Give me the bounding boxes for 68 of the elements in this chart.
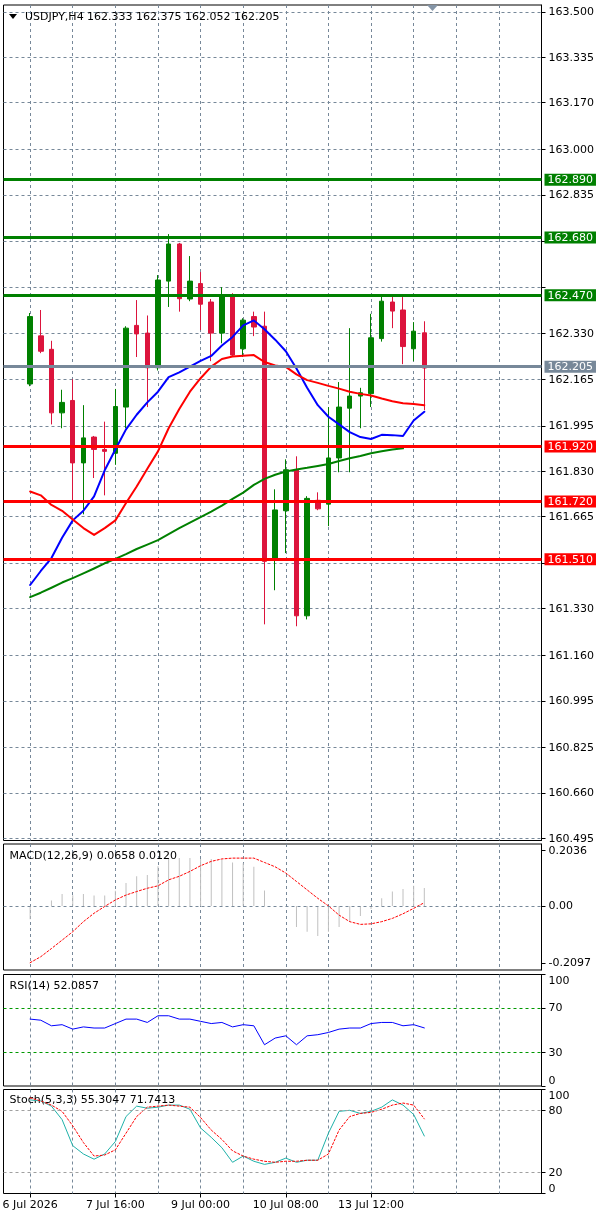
candlestick: [283, 458, 289, 554]
candlestick: [27, 312, 33, 387]
y-tick-label: 70: [548, 1001, 563, 1015]
candlestick: [198, 271, 203, 331]
y-tick-label: 160.825: [548, 741, 594, 755]
chart-title: USDJPY,H4 162.333 162.375 162.052 162.205: [25, 9, 280, 23]
y-tick-label: 162.835: [548, 188, 594, 202]
candlestick: [304, 495, 310, 620]
y-tick-label: 0.2036: [548, 844, 587, 858]
y-tick-label: 163.335: [548, 50, 594, 64]
candlestick: [102, 421, 107, 496]
candlestick: [422, 320, 427, 411]
y-tick-label: 0: [548, 1181, 556, 1195]
y-tick-label: 161.830: [548, 464, 594, 478]
y-tick-label: 163.000: [548, 142, 594, 156]
y-tick-label: 160.995: [548, 694, 594, 708]
y-tick-label: 160.660: [548, 786, 594, 800]
candlestick: [145, 314, 150, 408]
candlestick: [240, 317, 246, 358]
x-tick-label: 6 Jul 2026: [2, 1197, 58, 1211]
candlestick: [81, 404, 86, 515]
line-series: [29, 319, 426, 587]
candlestick: [134, 299, 139, 358]
text: MACD(12,26,9) 0.0658 0.0120: [9, 848, 178, 862]
candlestick: [400, 296, 406, 365]
x-tick-label: 13 Jul 12:00: [338, 1197, 405, 1211]
ref-line-label: 161.510: [547, 552, 593, 566]
candlestick: [123, 325, 129, 429]
y-tick-label: 20: [548, 1166, 563, 1180]
y-tick-label: 30: [548, 1046, 563, 1060]
x-tick-label: 7 Jul 16:00: [85, 1197, 145, 1211]
y-tick-label: 163.170: [548, 96, 594, 110]
y-tick-label: 163.500: [548, 5, 594, 19]
ref-line-label: 162.205: [547, 360, 593, 374]
x-tick-label: 9 Jul 00:00: [171, 1197, 231, 1211]
y-tick-label: 0.00: [548, 899, 573, 913]
y-tick-label: 100: [548, 973, 570, 987]
y-tick-label: 161.160: [548, 648, 594, 662]
candlestick: [294, 455, 299, 627]
y-tick-label: 162.330: [548, 327, 594, 341]
candlestick: [38, 309, 44, 354]
ref-line-label: 162.890: [547, 173, 593, 187]
y-tick-label: 0: [548, 1074, 556, 1087]
y-tick-label: 161.330: [548, 602, 594, 616]
candlestick: [177, 242, 182, 313]
chart-title: RSI(14) 52.0857: [9, 978, 100, 992]
candlestick: [49, 340, 54, 425]
ref-line-label: 162.470: [547, 288, 593, 302]
candlestick: [390, 294, 395, 329]
y-tick-label: 160.495: [548, 831, 594, 845]
y-tick-label: 161.995: [548, 419, 594, 433]
candlestick: [113, 388, 118, 466]
ref-line-label: 161.720: [547, 494, 593, 508]
candlestick: [59, 389, 65, 429]
y-tick-label: -0.2097: [548, 956, 591, 970]
x-tick-label: 10 Jul 08:00: [252, 1197, 319, 1211]
ref-line-label: 161.920: [547, 439, 593, 453]
candlestick: [411, 321, 416, 362]
y-tick-label: 162.165: [548, 372, 594, 386]
candlestick: [262, 311, 267, 625]
candlestick: [230, 292, 235, 358]
ref-line-label: 162.680: [547, 230, 593, 244]
y-tick-label: 80: [548, 1103, 563, 1117]
candlestick: [272, 488, 278, 591]
candlestick: [368, 313, 374, 408]
y-tick-label: 100: [548, 1088, 570, 1102]
candlestick: [208, 298, 214, 362]
y-tick-label: 161.665: [548, 510, 594, 524]
